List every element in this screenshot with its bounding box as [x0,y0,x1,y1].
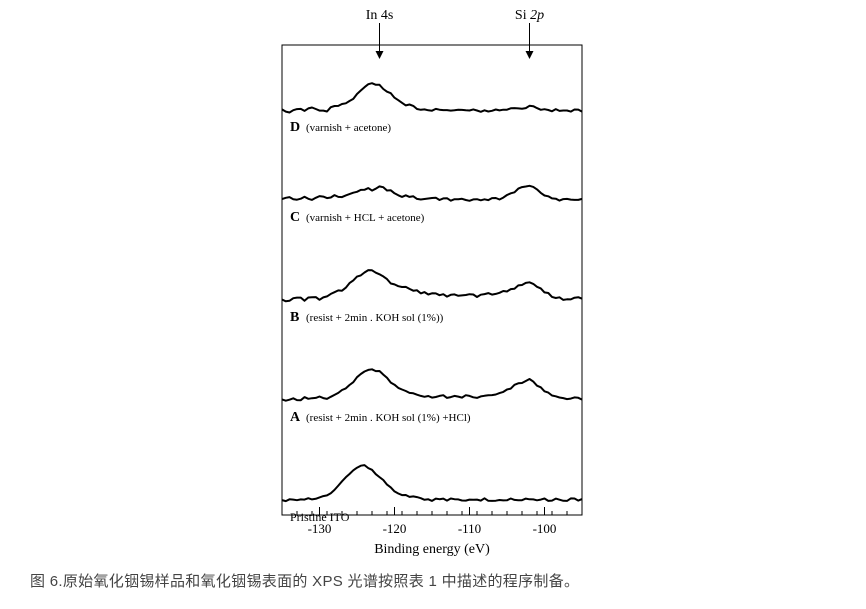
page-root: -130-120-110-100Binding energy (eV)In 4s… [0,0,866,609]
xps-spectra-plot: -130-120-110-100Binding energy (eV)In 4s… [262,0,602,562]
svg-text:-120: -120 [383,521,407,536]
svg-text:Si 2p: Si 2p [515,8,544,23]
svg-text:C: C [290,210,300,225]
svg-text:In 4s: In 4s [366,8,394,23]
svg-text:-110: -110 [458,521,481,536]
svg-text:Binding energy (eV): Binding energy (eV) [374,542,490,557]
svg-text:D: D [290,120,300,135]
svg-text:(varnish + HCL + acetone): (varnish + HCL + acetone) [306,212,425,224]
svg-text:B: B [290,310,299,325]
svg-text:-100: -100 [533,521,557,536]
svg-text:Pristine ITO: Pristine ITO [290,510,350,524]
svg-text:A: A [290,410,301,425]
svg-text:(resist + 2min . KOH sol (1%)): (resist + 2min . KOH sol (1%)) [306,312,444,324]
svg-text:(resist + 2min . KOH sol (1%): (resist + 2min . KOH sol (1%) +HCl) [306,412,471,424]
figure-caption: 图 6.原始氧化铟锡样品和氧化铟锡表面的 XPS 光谱按照表 1 中描述的程序制… [30,570,836,591]
xps-figure-container: -130-120-110-100Binding energy (eV)In 4s… [262,0,602,562]
svg-text:(varnish + acetone): (varnish + acetone) [306,122,391,134]
